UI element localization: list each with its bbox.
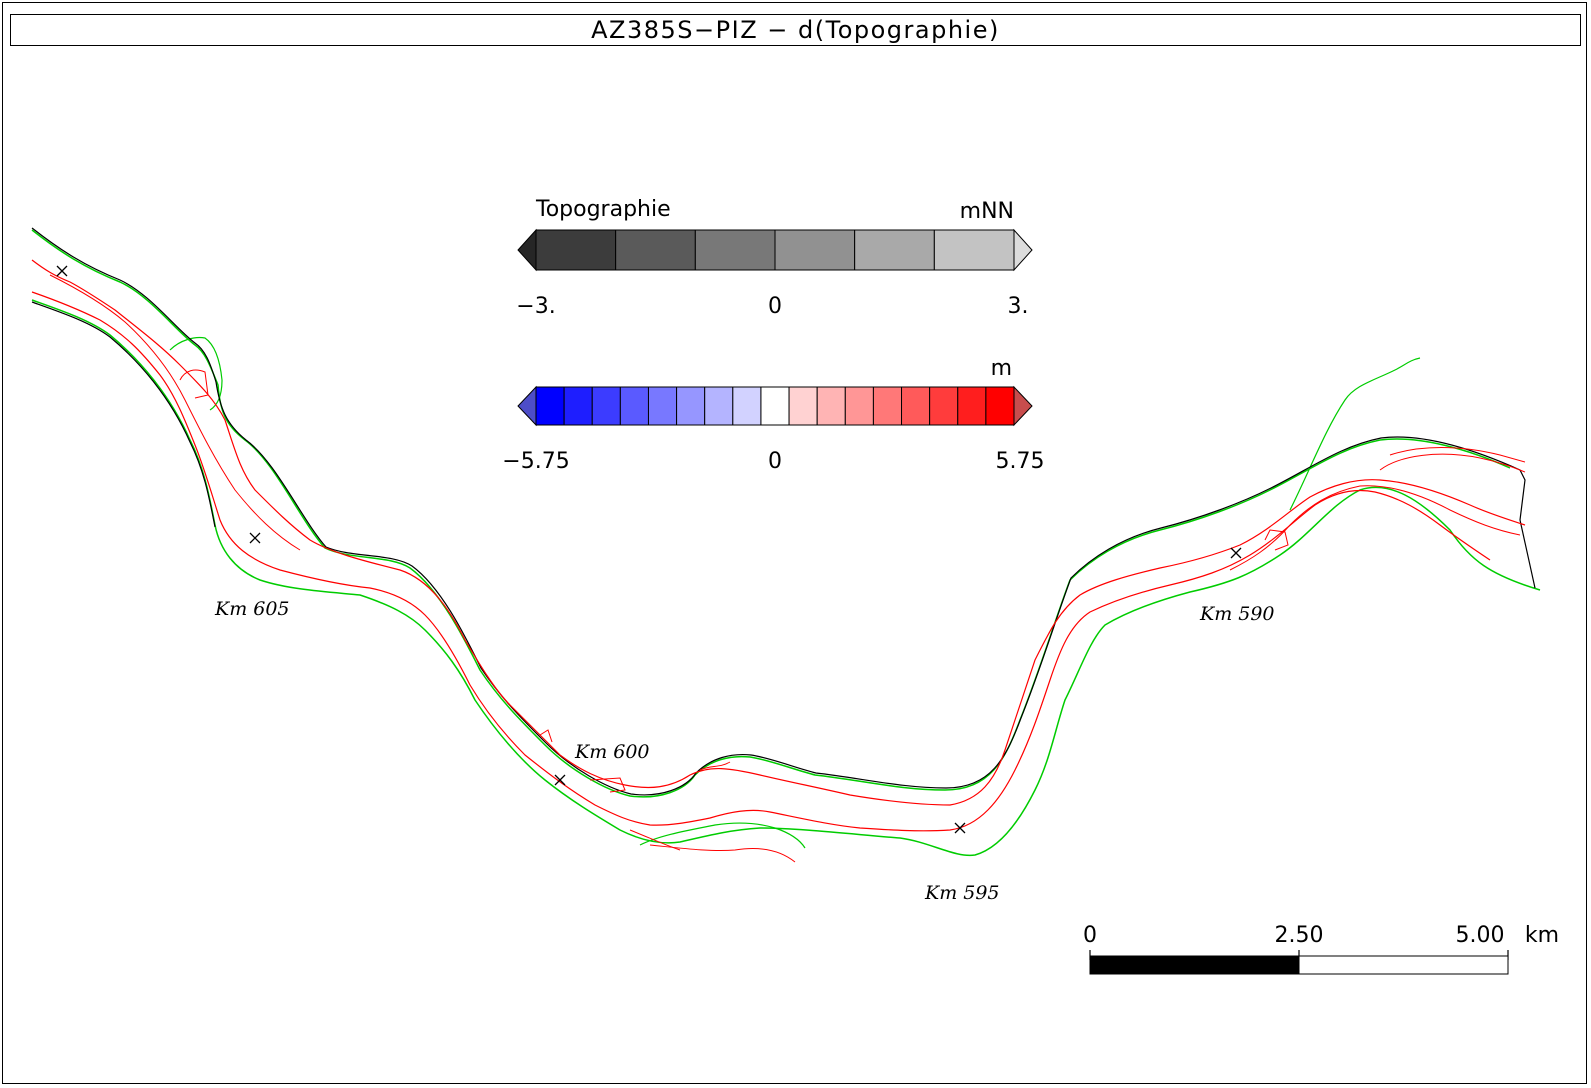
scale-segment-filled [1089, 955, 1300, 975]
scale-segment-empty [1298, 955, 1509, 975]
difference-swatch [901, 386, 931, 426]
shoreline-south-red [31, 291, 1491, 832]
km-crosses [56, 265, 1242, 834]
difference-swatch [591, 386, 621, 426]
topography-swatch [535, 229, 617, 271]
km-labels: Km 605 Km 600 Km 595 Km 590 [214, 598, 1275, 904]
harbour-red [179, 369, 209, 399]
boundary-south [31, 301, 216, 528]
shoreline-north-red [31, 259, 1526, 806]
backwater-red-1 [539, 729, 626, 793]
scale-unit: km [1525, 923, 1559, 948]
difference-swatch [563, 386, 593, 426]
difference-colorbar [517, 385, 1033, 427]
backwater-red-3 [629, 529, 1289, 851]
difference-swatch [957, 386, 987, 426]
topography-swatch [774, 229, 856, 271]
difference-swatch [788, 386, 818, 426]
cross-marker-km595 [954, 822, 966, 834]
channel-north-red [49, 274, 301, 551]
channel-right-red [1229, 485, 1521, 571]
topography-tick-zero: 0 [768, 294, 782, 319]
difference-tick-max: 5.75 [996, 449, 1045, 474]
topography-legend: Topographie mNN −3. 0 3. [516, 197, 1033, 319]
difference-swatch [732, 386, 762, 426]
topography-tick-min: −3. [516, 294, 555, 319]
difference-swatch [619, 386, 649, 426]
difference-under-triangle [517, 385, 537, 427]
cross-marker-km605 [249, 532, 261, 544]
cross-marker-km608 [56, 265, 68, 277]
difference-swatch [929, 386, 959, 426]
backwater-red-2 [649, 761, 796, 863]
side-arm-red [1379, 453, 1526, 473]
topography-under-triangle [517, 228, 537, 272]
scale-tick-0: 0 [1083, 923, 1097, 948]
difference-swatch [704, 386, 734, 426]
tributary-green [1289, 357, 1421, 511]
scale-bar: 0 2.50 5.00 km [1083, 923, 1559, 975]
km-label-605: Km 605 [214, 598, 290, 620]
difference-swatch [985, 386, 1015, 426]
difference-swatch [676, 386, 706, 426]
topography-swatch [854, 229, 935, 271]
topography-colorbar [517, 228, 1033, 272]
difference-over-triangle [1013, 385, 1033, 427]
boundary-north [31, 227, 1536, 796]
km-label-600: Km 600 [574, 741, 650, 763]
topography-swatch [694, 229, 776, 271]
topography-legend-unit: mNN [960, 199, 1014, 224]
topography-over-triangle [1013, 228, 1033, 272]
difference-swatch [844, 386, 874, 426]
difference-tick-min: −5.75 [502, 449, 569, 474]
topography-tick-max: 3. [1008, 294, 1029, 319]
km-label-590: Km 590 [1199, 603, 1275, 625]
cross-marker-km590 [1230, 547, 1242, 559]
topography-legend-label: Topographie [535, 197, 671, 222]
plot-title: AZ385S−PIZ − d(Topographie) [10, 14, 1581, 46]
difference-swatch [872, 386, 903, 426]
topography-swatch [615, 229, 696, 271]
island-green [639, 822, 806, 849]
difference-legend: m −5.75 0 5.75 [502, 356, 1044, 474]
difference-swatch [647, 386, 678, 426]
difference-legend-unit: m [991, 356, 1012, 381]
south-bank-green [31, 299, 1541, 857]
difference-swatch [760, 386, 790, 426]
difference-tick-zero: 0 [768, 449, 782, 474]
scale-tick-5-00: 5.00 [1456, 923, 1505, 948]
km-label-595: Km 595 [924, 882, 1000, 904]
river-map [31, 227, 1541, 863]
topography-swatch [933, 229, 1015, 271]
cross-marker-km600 [554, 774, 566, 786]
side-arm-red-2 [1389, 447, 1526, 463]
difference-swatch [535, 386, 565, 426]
scale-tick-2-50: 2.50 [1275, 923, 1324, 948]
difference-swatch [816, 386, 846, 426]
